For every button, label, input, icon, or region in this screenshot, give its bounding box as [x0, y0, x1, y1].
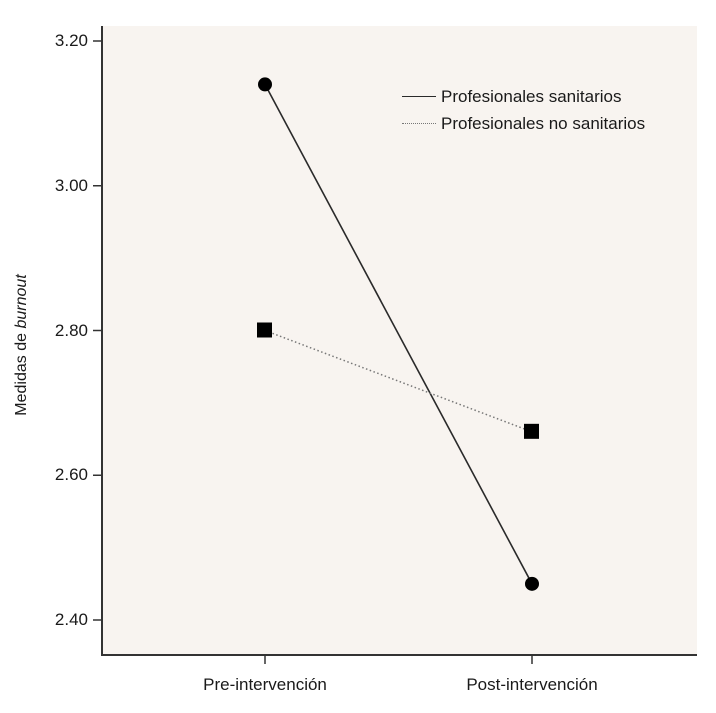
- legend-item-sanitarios: Profesionales sanitarios: [402, 83, 645, 110]
- y-tick-label: 2.80: [54, 320, 88, 340]
- series-lines: [264, 84, 533, 585]
- y-axis-ticks: [93, 40, 102, 621]
- y-tick-label: 3.20: [54, 31, 88, 50]
- legend-label: Profesionales no sanitarios: [441, 113, 646, 133]
- series-line: [264, 329, 533, 433]
- square-marker-icon: [524, 423, 539, 439]
- dotted-line-swatch-icon: [402, 123, 436, 124]
- legend-item-no-sanitarios: Profesionales no sanitarios: [402, 110, 645, 137]
- solid-line-swatch-icon: [402, 96, 436, 97]
- series-markers: [257, 77, 539, 591]
- y-tick-label: 3.00: [54, 175, 88, 195]
- y-axis-label-italic: burnout: [13, 274, 30, 329]
- circle-marker-icon: [258, 77, 272, 92]
- plot-area: [102, 26, 697, 655]
- y-axis-label-plain: Medidas de: [13, 328, 30, 416]
- y-tick-label: 2.60: [54, 465, 88, 485]
- legend-label: Profesionales sanitarios: [441, 86, 622, 106]
- square-marker-icon: [257, 322, 272, 338]
- y-tick-label: 2.40: [54, 610, 88, 629]
- circle-marker-icon: [525, 576, 539, 591]
- x-axis-ticks: [264, 655, 533, 664]
- legend: Profesionales sanitarios Profesionales n…: [402, 83, 645, 137]
- x-tick-label: Post-intervención: [466, 675, 598, 694]
- y-axis-label: Medidas de burnout: [13, 274, 31, 415]
- series-line: [264, 84, 533, 585]
- x-tick-label: Pre-intervención: [203, 675, 327, 694]
